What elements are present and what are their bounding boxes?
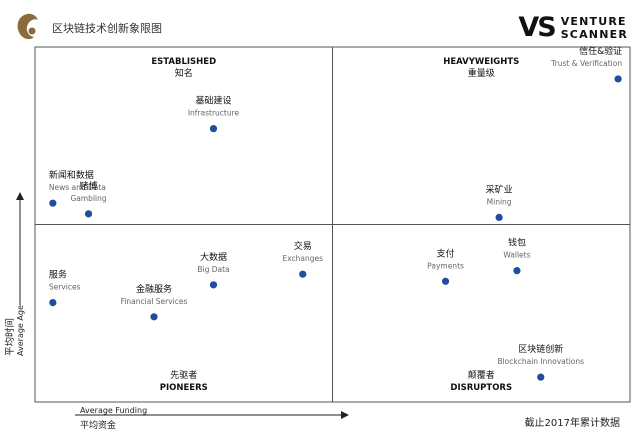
brand-line-2: SCANNER [560,27,628,41]
y-axis-label-zh: 平均时间 [4,318,16,356]
data-point-marker [495,213,503,221]
data-point-0: 基础建设 Infrastructure [188,95,240,133]
quadrant-label-bottom-right: DISRUPTORS [450,383,512,393]
quadrant-label-top-left: ESTABLISHED [151,57,216,67]
header-logo [17,13,38,40]
data-point-4: 采矿业 Mining [486,183,513,221]
data-point-label-en: Blockchain Innovations [497,357,584,366]
data-point-label-zh: 区块链创新 [518,343,563,355]
data-point-marker [209,125,218,133]
quadrant-label-top-right: HEAVYWEIGHTS [443,57,519,67]
vs-mark: VS [518,12,556,43]
data-point-label-en: Exchanges [282,254,323,263]
data-point-marker [49,299,57,307]
data-point-label-en: Services [49,283,81,292]
data-point-label-zh: 信任&验证 [579,45,622,57]
data-point-label-en: Infrastructure [188,109,240,118]
quadrant-label-zh-bottom-left: 先驱者 [170,369,197,381]
data-point-label-zh: 赌博 [80,180,98,192]
data-point-marker [209,281,218,289]
quadrant-label-zh-top-right: 重量级 [468,67,495,79]
data-point-label-zh: 钱包 [508,237,526,249]
data-point-3: 信任&验证 Trust & Verification [550,45,622,83]
data-point-10: 钱包 Wallets [503,237,531,275]
data-point-label-en: Mining [487,197,512,206]
data-point-marker [150,313,158,321]
data-point-label-zh: 服务 [49,269,67,281]
header-title: 区块链技术创新象限图 [52,22,162,35]
brand-line-1: VENTURE [560,14,627,28]
data-point-label-zh: 金融服务 [136,283,172,295]
footer-note: 截止2017年累计数据 [524,418,620,429]
data-point-7: 服务 Services [49,269,81,307]
data-point-label-en: Payments [427,261,464,270]
data-point-marker [614,75,622,83]
data-point-2: 赌博 Gambling [70,180,107,218]
data-point-marker [537,373,545,381]
data-point-label-en: Big Data [197,265,229,274]
quadrant-label-zh-top-left: 知名 [175,67,193,79]
data-point-label-en: News and Data [49,183,106,192]
x-axis-label-zh: 平均资金 [80,419,116,431]
data-point-label-zh: 新闻和数据 [49,169,94,181]
data-point-label-zh: 基础建设 [195,95,231,107]
data-point-6: 大数据 Big Data [197,251,230,289]
data-point-label-en: Wallets [503,251,530,260]
data-point-9: 支付 Payments [427,247,464,285]
data-point-marker [84,210,93,218]
data-point-label-zh: 采矿业 [486,183,513,195]
venture-scanner-logo: VS VENTURE SCANNER [518,14,628,41]
quadrant-label-zh-bottom-right: 颠覆者 [468,369,495,381]
data-point-marker [513,267,521,275]
data-point-5: 交易 Exchanges [282,240,323,278]
data-point-label-zh: 支付 [437,247,455,259]
data-point-marker [299,270,307,278]
data-point-marker [441,277,450,285]
data-point-11: 区块链创新 Blockchain Innovations [497,343,584,381]
data-point-label-en: Financial Services [121,297,188,306]
y-axis-label-en: Average Age [16,305,25,356]
quadrant-label-bottom-left: PIONEERS [160,383,208,393]
data-point-1: 新闻和数据 News and Data [49,169,106,207]
swirl-logo-icon [17,13,38,40]
data-point-label-zh: 交易 [294,240,312,252]
data-point-label-en: Trust & Verification [550,59,622,68]
data-point-8: 金融服务 Financial Services [121,283,188,321]
data-point-marker [49,199,57,207]
data-point-label-en: Gambling [70,194,106,203]
x-axis-label-en: Average Funding [80,406,147,415]
data-point-label-zh: 大数据 [200,251,227,263]
